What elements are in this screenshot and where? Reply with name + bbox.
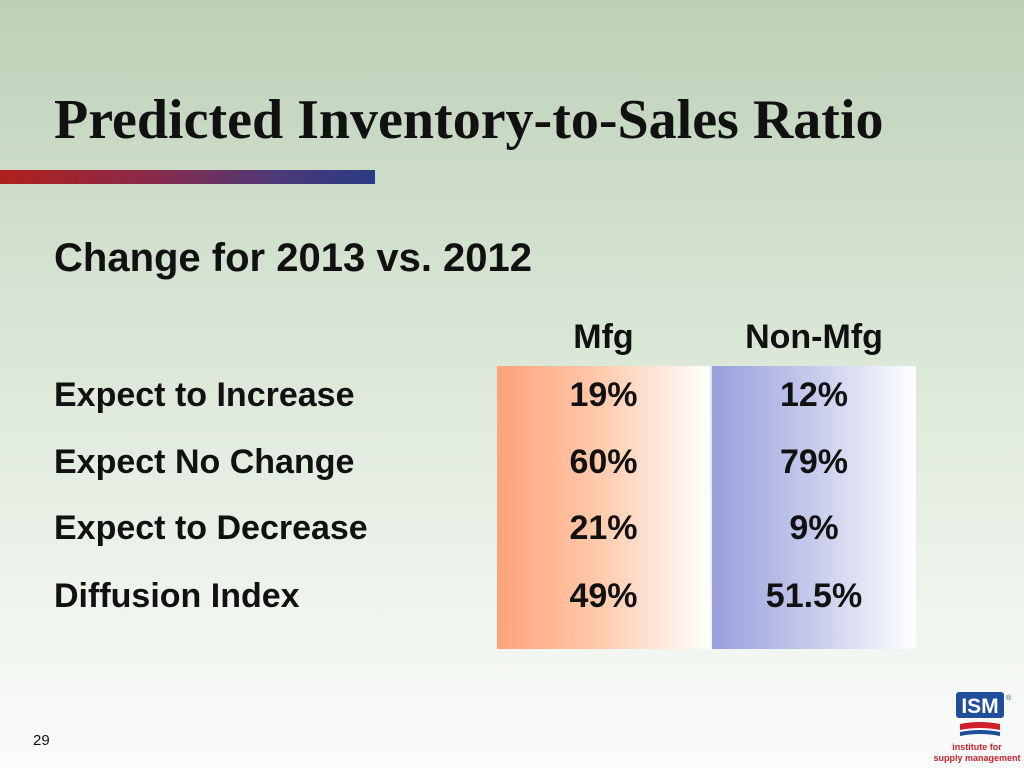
column-header-mfg: Mfg [573,318,634,356]
column-header-non-mfg: Non-Mfg [745,318,883,356]
ism-logo: ISM ® institute for supply management [933,692,1021,763]
logo-red-swoosh [960,722,1000,730]
row-label-increase: Expect to Increase [54,376,355,414]
cell-mfg-diffusion-index: 49% [569,577,638,615]
page-number: 29 [33,732,50,749]
row-label-diffusion-index: Diffusion Index [54,577,300,615]
slide-title: Predicted Inventory-to-Sales Ratio [54,89,884,151]
logo-blue-swoosh [960,730,1000,736]
cell-non-mfg-increase: 12% [779,376,849,414]
cell-mfg-no-change: 60% [569,443,638,481]
row-label-no-change: Expect No Change [54,443,355,481]
cell-mfg-increase: 19% [569,376,638,414]
cell-non-mfg-no-change: 79% [779,443,849,481]
logo-text: ISM [961,695,998,718]
logo-line1: institute for [952,742,1002,752]
mfg-column-background [497,366,710,649]
cell-non-mfg-decrease: 9% [789,509,839,547]
logo-line2: supply management [933,753,1020,763]
logo-badge [956,692,1004,718]
cell-non-mfg-diffusion-index: 51.5% [765,577,863,615]
row-label-decrease: Expect to Decrease [54,509,368,547]
cell-mfg-decrease: 21% [569,509,638,547]
slide-subtitle: Change for 2013 vs. 2012 [54,236,533,280]
logo-registered-mark: ® [1006,694,1012,702]
non-mfg-column-background [712,366,916,649]
title-accent-bar [0,170,375,184]
